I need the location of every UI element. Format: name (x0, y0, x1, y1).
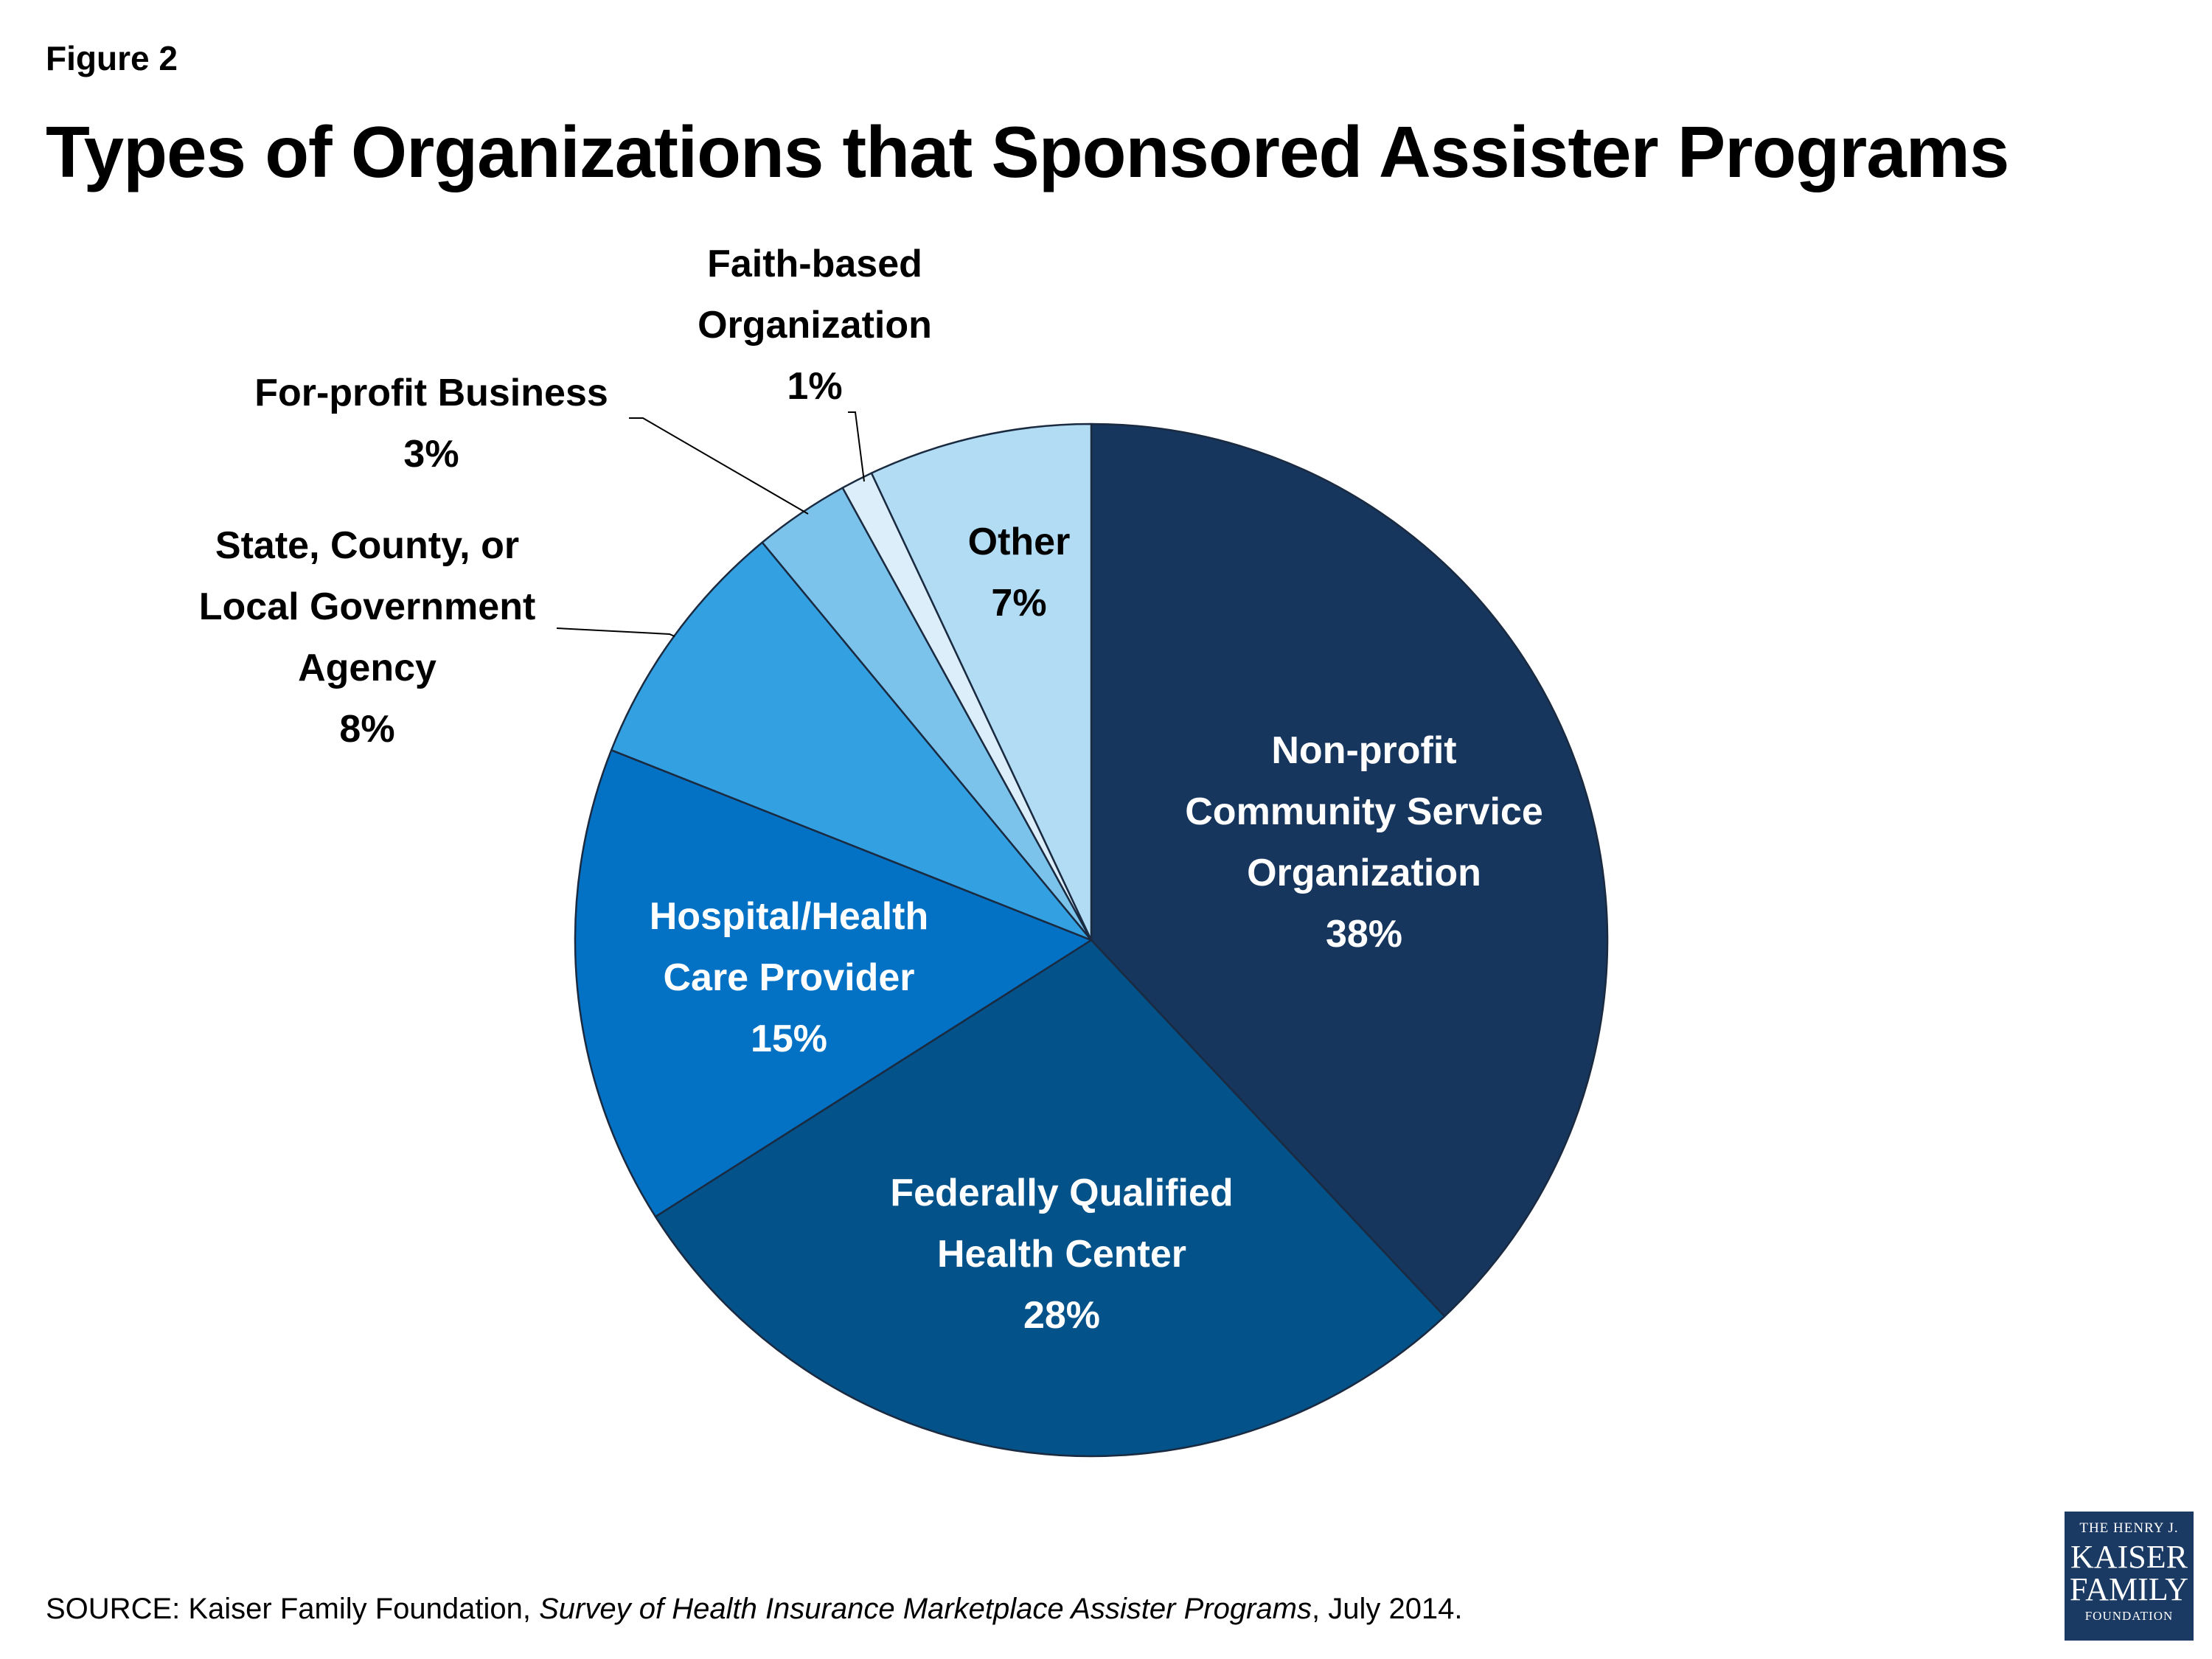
leader-line (556, 627, 675, 637)
leader-line (629, 417, 809, 515)
slice-label: Other 7% (968, 521, 1071, 625)
slice-label: Hospital/Health Care Provider 15% (650, 895, 929, 1060)
source-title: Survey of Health Insurance Marketplace A… (539, 1593, 1312, 1625)
pie-slice-federally-qualified-health-center (654, 939, 1446, 1458)
figure-label: Figure 2 (46, 39, 178, 77)
slice-value-label: 7% (991, 582, 1046, 625)
kaiser-family-foundation-logo: THE HENRY J. KAISER FAMILY FOUNDATION (2065, 1512, 2194, 1641)
chart-title: Types of Organizations that Sponsored As… (46, 111, 2009, 192)
slice-value-label: 1% (787, 365, 842, 408)
pie-slices (574, 422, 1609, 1458)
slice-label: Faith-based Organization 1% (698, 243, 932, 408)
slice-name-label: Hospital/Health (650, 895, 929, 938)
slice-label: State, County, or Local Government Agency 8… (199, 524, 536, 751)
slice-value-label: 28% (1023, 1294, 1100, 1337)
slice-label: For-profit Business 3% (254, 372, 608, 476)
slice-value-label: 15% (751, 1018, 827, 1060)
pie-slice-other (870, 422, 1093, 942)
slice-name-label: Community Service (1185, 790, 1543, 833)
leader-line (848, 411, 865, 482)
slice-value-label: 38% (1326, 913, 1402, 956)
slice-name-label: For-profit Business (254, 372, 608, 414)
leader-lines (556, 411, 865, 637)
slice-name-label: State, County, or (215, 524, 519, 567)
slice-name-label: Health Center (937, 1233, 1186, 1276)
slice-name-label: Local Government (199, 585, 536, 628)
source-suffix: , July 2014. (1311, 1593, 1463, 1625)
slice-name-label: Organization (698, 304, 932, 347)
slice-value-label: 3% (403, 433, 459, 476)
slice-name-label: Faith-based (707, 243, 922, 285)
pie-slice-state-county-or-local-government-agency (610, 541, 1093, 942)
slice-name-label: Other (968, 521, 1071, 563)
pie-slice-hospital-health-care-provider (574, 749, 1093, 1218)
source-note: SOURCE: Kaiser Family Foundation, Survey… (46, 1593, 1463, 1626)
slice-labels: Non-profit Community Service Organization 3… (199, 243, 1543, 1337)
slice-name-label: Organization (1247, 852, 1481, 894)
slice-label: Federally Qualified Health Center 28% (890, 1172, 1233, 1337)
slice-name-label: Care Provider (663, 956, 914, 999)
pie-slice-non-profit-community-service-organization (1090, 422, 1609, 1318)
source-prefix: SOURCE: Kaiser Family Foundation, (46, 1593, 540, 1625)
slice-name-label: Non-profit (1271, 729, 1456, 772)
slice-name-label: Agency (298, 647, 437, 689)
slice-value-label: 8% (339, 708, 394, 751)
slice-label: Non-profit Community Service Organization 3… (1185, 729, 1543, 956)
slice-name-label: Federally Qualified (890, 1172, 1233, 1214)
